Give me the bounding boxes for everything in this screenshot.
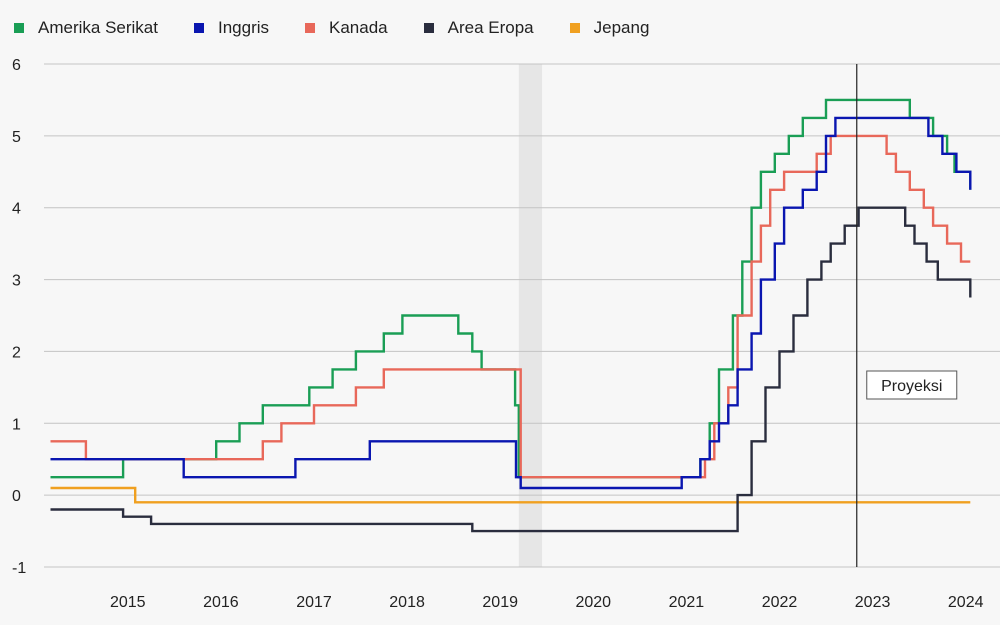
y-tick-label: -1 bbox=[12, 560, 26, 577]
y-tick-label: 6 bbox=[12, 57, 21, 74]
x-tick-label: 2022 bbox=[762, 594, 798, 611]
x-tick-label: 2023 bbox=[855, 594, 891, 611]
x-tick-label: 2024 bbox=[948, 594, 984, 611]
legend-item: Kanada bbox=[305, 18, 388, 38]
y-tick-label: 4 bbox=[12, 201, 21, 218]
legend-item: Jepang bbox=[569, 18, 650, 38]
legend-item: Inggris bbox=[193, 18, 270, 38]
legend: Amerika Serikat Inggris Kanada Area Eropa Je… bbox=[14, 18, 685, 38]
series-line bbox=[50, 486, 971, 504]
x-tick-label: 2021 bbox=[669, 594, 705, 611]
series-line bbox=[50, 134, 971, 479]
x-tick-label: 2020 bbox=[575, 594, 611, 611]
legend-label: Jepang bbox=[593, 18, 650, 37]
projection-box bbox=[866, 370, 958, 400]
y-tick-label: 5 bbox=[12, 129, 21, 146]
y-tick-label: 1 bbox=[12, 416, 21, 433]
legend-swatch bbox=[14, 23, 24, 33]
legend-label: Area Eropa bbox=[447, 18, 534, 37]
series-line bbox=[50, 98, 972, 479]
legend-swatch bbox=[305, 23, 316, 33]
legend-item: Amerika Serikat bbox=[14, 18, 158, 38]
legend-label: Inggris bbox=[217, 18, 270, 37]
legend-swatch bbox=[569, 23, 580, 33]
y-tick-label: 2 bbox=[12, 344, 21, 361]
x-tick-label: 2019 bbox=[482, 594, 518, 611]
series-line bbox=[50, 116, 972, 490]
y-tick-label: 0 bbox=[12, 488, 21, 505]
projection-label: Proyeksi bbox=[881, 378, 942, 395]
x-tick-label: 2017 bbox=[296, 594, 332, 611]
shaded-period bbox=[518, 64, 543, 567]
x-tick-label: 2016 bbox=[203, 594, 239, 611]
series-line bbox=[50, 206, 972, 533]
legend-label: Amerika Serikat bbox=[38, 18, 158, 37]
y-tick-label: 3 bbox=[12, 273, 21, 290]
legend-swatch bbox=[423, 23, 434, 33]
legend-label: Kanada bbox=[329, 18, 388, 37]
legend-swatch bbox=[193, 23, 204, 33]
x-tick-label: 2015 bbox=[110, 594, 146, 611]
legend-item: Area Eropa bbox=[423, 18, 534, 38]
x-tick-label: 2018 bbox=[389, 594, 425, 611]
